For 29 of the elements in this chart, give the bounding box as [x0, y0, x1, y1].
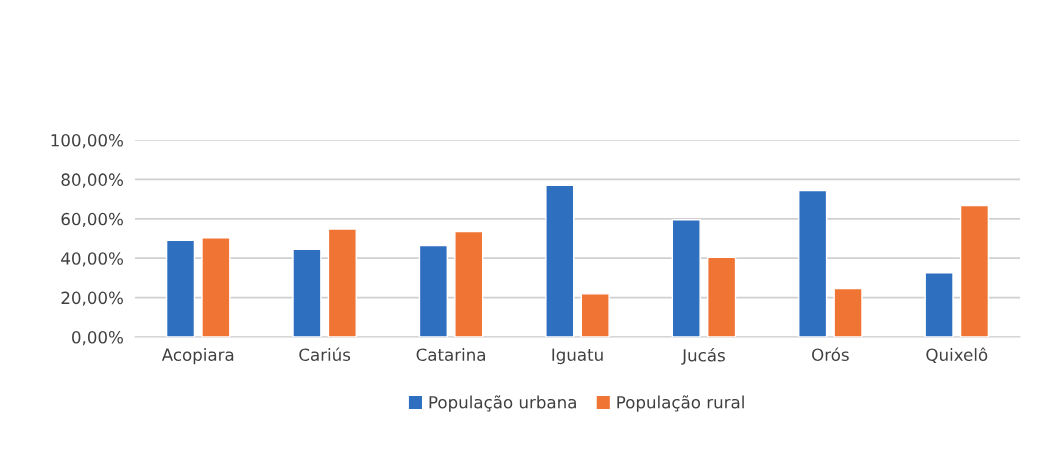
bar: [671, 219, 701, 337]
x-tick-label: Quixelô: [926, 347, 988, 363]
x-tick-label: Orós: [812, 347, 849, 362]
bar: [580, 293, 610, 337]
bar: [165, 239, 196, 337]
bar: [798, 189, 828, 337]
bar: [959, 204, 990, 337]
bar: [833, 287, 863, 337]
bar: [454, 230, 484, 337]
x-tick-label: Cariús: [299, 347, 351, 362]
bar: [327, 228, 357, 337]
x-tick-label: Acopiara: [161, 348, 234, 365]
bar: [545, 184, 575, 337]
y-tick-label: 60,00%: [61, 212, 123, 228]
x-tick-label: Iguatu: [552, 348, 603, 365]
y-tick-label: 0,00%: [72, 330, 123, 346]
y-tick-label: 40,00%: [61, 252, 123, 267]
y-tick-label: 80,00%: [61, 173, 123, 188]
legend-label: População urbana: [429, 395, 576, 412]
bar: [418, 244, 448, 337]
y-tick-label: 20,00%: [61, 291, 123, 306]
bar: [924, 272, 954, 337]
x-tick-label: Catarina: [416, 348, 485, 362]
bar: [201, 237, 231, 337]
legend-label: População rural: [617, 395, 744, 412]
y-tick-label: 100,00%: [51, 133, 123, 149]
bar: [292, 248, 322, 337]
x-tick-label: Jucás: [681, 347, 725, 365]
bar: [707, 256, 737, 337]
